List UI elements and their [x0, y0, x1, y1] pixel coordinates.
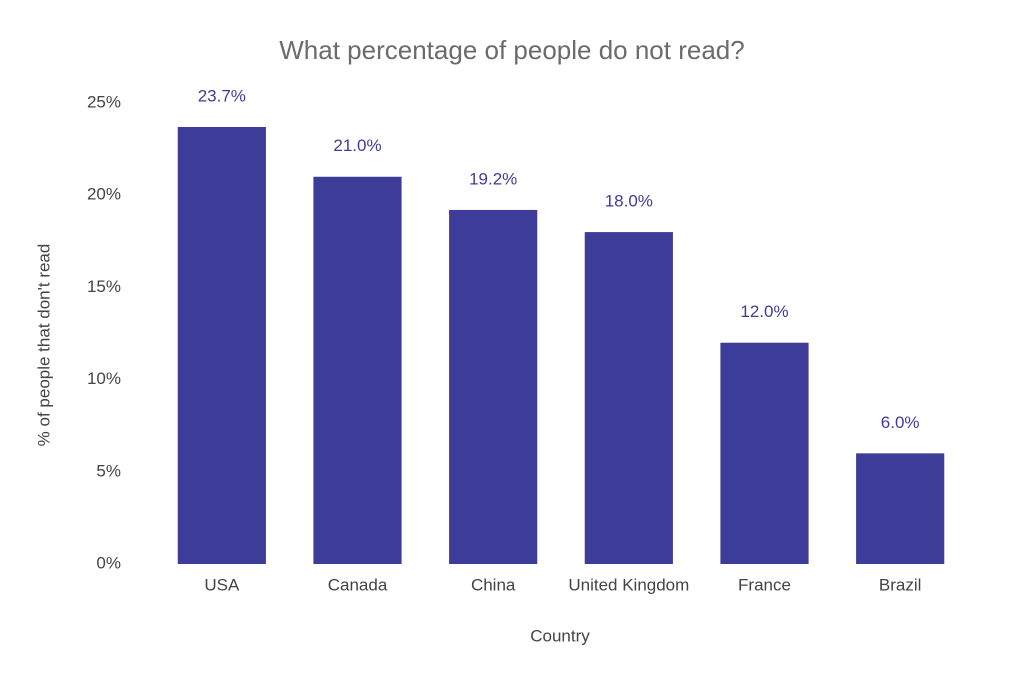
value-label: 23.7%: [198, 86, 246, 105]
x-tick-label: France: [738, 575, 791, 594]
value-label: 19.2%: [469, 169, 517, 188]
x-tick-label: China: [471, 575, 516, 594]
bar: [313, 176, 402, 564]
value-label: 12.0%: [740, 302, 788, 321]
value-label: 18.0%: [605, 192, 653, 211]
y-tick-label: 0%: [96, 553, 121, 572]
bar: [584, 232, 673, 564]
y-tick-label: 20%: [87, 185, 121, 204]
bar: [177, 126, 266, 565]
y-tick-label: 10%: [87, 369, 121, 388]
chart-title: What percentage of people do not read?: [279, 35, 744, 65]
x-tick-label: United Kingdom: [568, 575, 689, 594]
bar: [856, 453, 945, 564]
x-tick-label: Canada: [328, 575, 388, 594]
bar: [449, 209, 538, 564]
x-tick-label: Brazil: [879, 575, 922, 594]
bar: [720, 342, 809, 564]
x-tick-label: USA: [204, 575, 240, 594]
y-tick-label: 5%: [96, 461, 121, 480]
y-tick-label: 15%: [87, 277, 121, 296]
value-label: 6.0%: [881, 413, 920, 432]
value-label: 21.0%: [333, 136, 381, 155]
y-axis-title: % of people that don't read: [34, 244, 53, 447]
y-tick-label: 25%: [87, 92, 121, 111]
x-axis-title: Country: [530, 626, 590, 645]
